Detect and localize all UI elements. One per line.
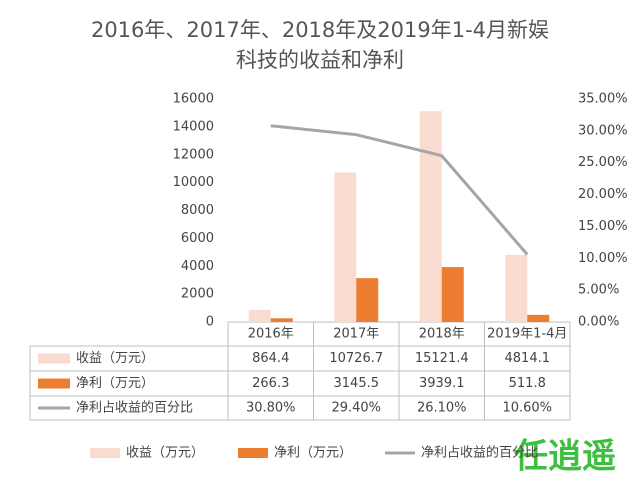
y-tick-label: 14000: [173, 119, 214, 134]
line: [270, 124, 529, 256]
table-row-label: 净利占收益的百分比: [76, 400, 193, 416]
x-tick-label: 2017年: [333, 327, 379, 342]
y2-tick-label: 15.00%: [578, 219, 628, 234]
table-cell: 30.80%: [246, 401, 296, 416]
bar: [270, 318, 293, 322]
y2-tick-label: 25.00%: [578, 155, 628, 170]
y2-tick-label: 5.00%: [578, 283, 619, 298]
watermark: 任逍遥: [514, 437, 616, 477]
y-tick-label: 2000: [181, 287, 214, 302]
x-tick-label: 2018年: [419, 327, 465, 342]
table-cell: 511.8: [509, 376, 546, 391]
table-swatch: [38, 353, 70, 364]
x-tick-label: 2019年1-4月: [487, 327, 567, 342]
table-cell: 10726.7: [329, 351, 383, 366]
bar: [505, 254, 528, 322]
y2-tick-label: 20.00%: [578, 187, 628, 202]
bar: [334, 172, 357, 322]
legend-label: 收益（万元）: [126, 446, 204, 461]
bar: [248, 309, 271, 322]
table-row-label: 净利（万元）: [76, 376, 154, 391]
table-cell: 3939.1: [419, 376, 465, 391]
chart-subtitle: 科技的收益和净利: [236, 48, 404, 72]
table-cell: 10.60%: [502, 401, 552, 416]
x-tick-label: 2016年: [248, 327, 294, 342]
legend-label: 净利（万元）: [274, 446, 352, 461]
table-row-label: 收益（万元）: [76, 351, 154, 366]
y-tick-label: 8000: [181, 203, 214, 218]
bar: [441, 267, 464, 322]
legend-swatch: [90, 448, 120, 458]
table-cell: 29.40%: [331, 401, 381, 416]
table-cell: 15121.4: [415, 351, 469, 366]
legend-swatch: [238, 448, 268, 458]
bar: [356, 278, 379, 322]
table-swatch: [38, 378, 70, 389]
y2-tick-label: 35.00%: [578, 92, 628, 107]
y-tick-label: 0: [206, 315, 214, 330]
y2-tick-label: 0.00%: [578, 315, 619, 330]
y-tick-label: 16000: [173, 92, 214, 107]
chart-title: 2016年、2017年、2018年及2019年1-4月新娱: [91, 18, 549, 42]
table-cell: 3145.5: [334, 376, 380, 391]
y2-tick-label: 30.00%: [578, 123, 628, 138]
y-tick-label: 10000: [173, 175, 214, 190]
table-cell: 26.10%: [417, 401, 467, 416]
y-tick-label: 12000: [173, 147, 214, 162]
y2-tick-label: 10.00%: [578, 251, 628, 266]
y-tick-label: 4000: [181, 259, 214, 274]
table-cell: 864.4: [252, 351, 289, 366]
table-cell: 266.3: [252, 376, 289, 391]
bar: [527, 314, 550, 322]
bar: [419, 111, 442, 323]
legend-label: 净利占收益的百分比: [421, 445, 538, 461]
y-tick-label: 6000: [181, 231, 214, 246]
table-cell: 4814.1: [505, 351, 551, 366]
